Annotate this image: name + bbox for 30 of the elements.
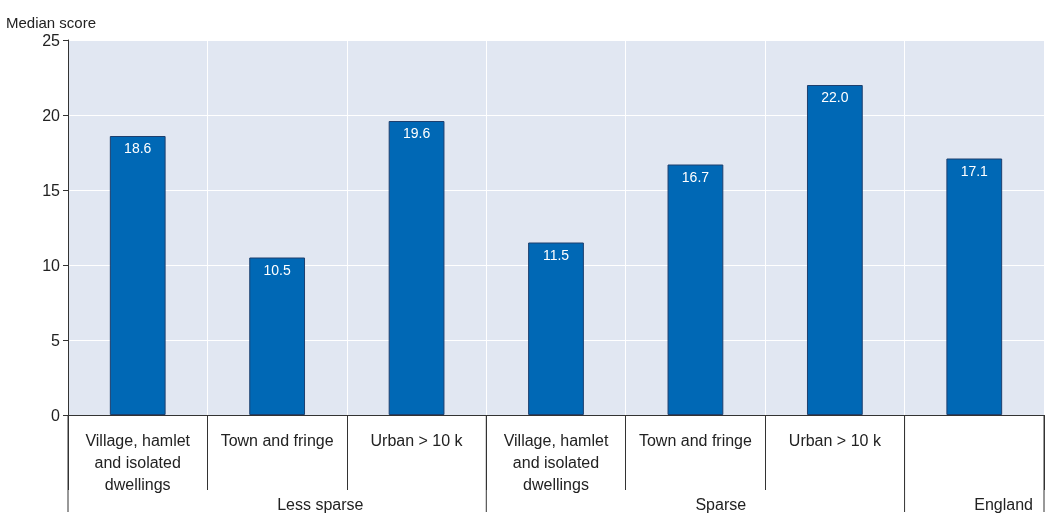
bar <box>806 85 863 415</box>
text: England <box>974 495 1033 513</box>
data-label: 17.1 <box>960 162 989 179</box>
x-tick-label: Town and fringe <box>220 431 334 449</box>
bar <box>109 136 166 415</box>
data-label: 11.5 <box>542 246 570 263</box>
x-tick-label: Urban > 10 k <box>788 431 882 449</box>
y-tick-label: 25 <box>42 31 61 49</box>
y-tick-label: 0 <box>51 406 61 424</box>
bar <box>528 242 584 415</box>
x-tick-label: Village, hamlet and isolated dwellings <box>85 431 191 493</box>
y-tick-label: 15 <box>42 181 61 199</box>
x-tick-label: Urban > 10 k <box>370 431 464 449</box>
data-label: 19.6 <box>402 125 431 141</box>
bar <box>249 257 306 415</box>
y-tick-label: 10 <box>42 256 61 274</box>
text: Sparse <box>695 495 747 513</box>
bar <box>946 158 1003 415</box>
text: Less sparse <box>277 495 364 513</box>
y-tick-label: 20 <box>42 106 61 124</box>
bar <box>667 164 724 415</box>
y-tick-label: 5 <box>51 331 61 349</box>
data-label: 10.5 <box>263 261 291 278</box>
data-label: 16.7 <box>681 168 710 185</box>
data-label: 18.6 <box>124 140 152 156</box>
x-tick-label: Village, hamlet and isolated dwellings <box>503 431 609 493</box>
x-tick-label: Town and fringe <box>638 431 753 449</box>
y-axis-title: Median score <box>6 14 97 31</box>
bar <box>388 121 445 415</box>
data-label: 22.0 <box>821 89 849 105</box>
